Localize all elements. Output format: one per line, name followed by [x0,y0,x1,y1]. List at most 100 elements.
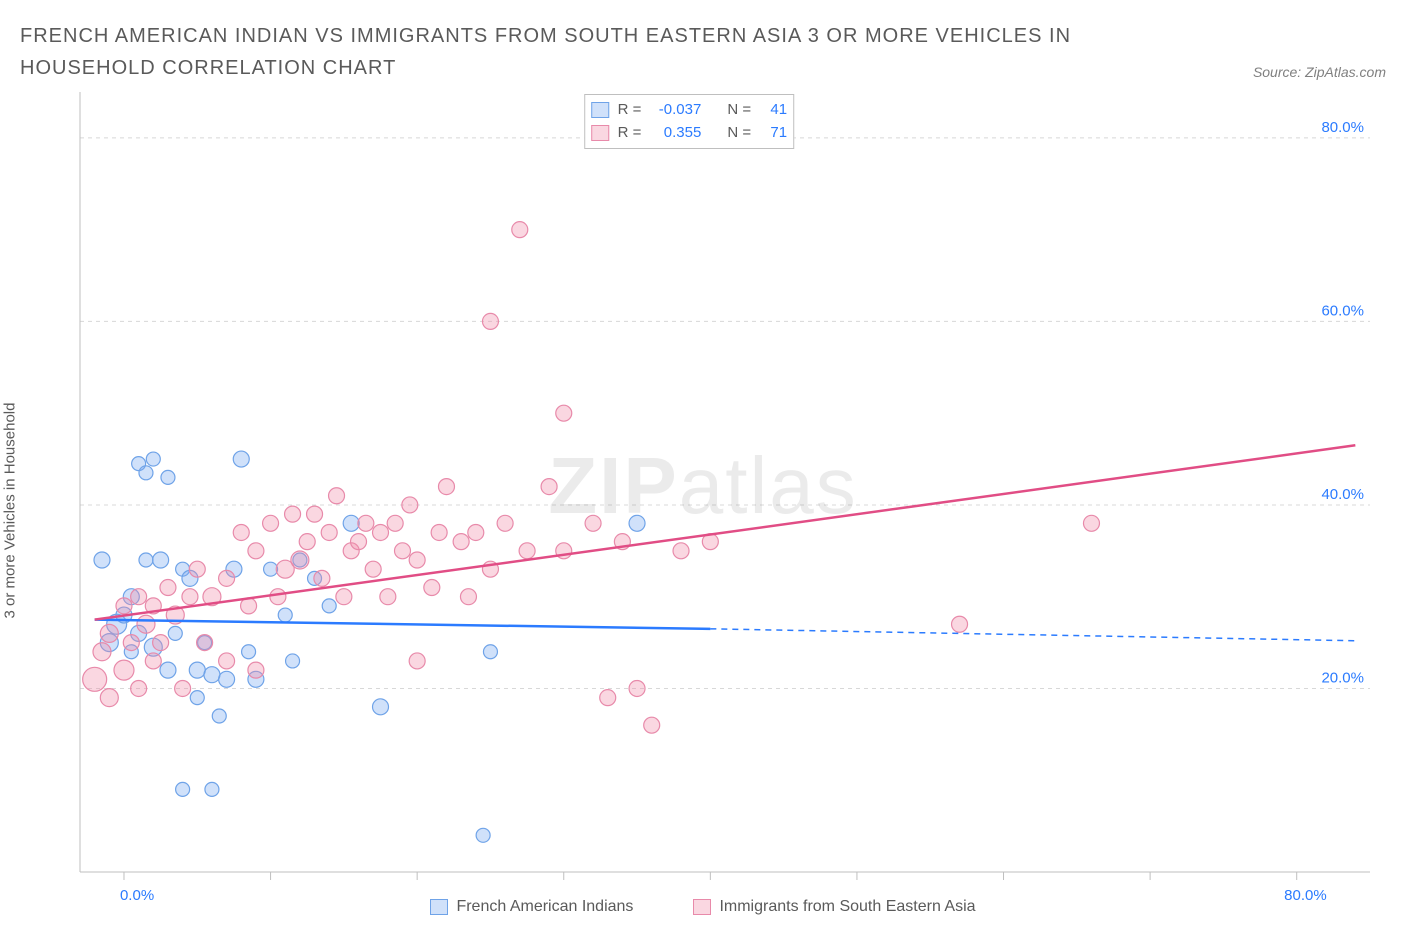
data-point [358,515,374,531]
stats-legend-row: R =0.355N =71 [592,122,788,145]
data-point [291,551,309,569]
data-point [263,515,279,531]
data-point [116,598,132,614]
data-point [512,222,528,238]
data-point [336,589,352,605]
data-point [329,488,345,504]
data-point [307,506,323,522]
data-point [131,680,147,696]
data-point [83,667,107,691]
data-point [1083,515,1099,531]
chart-header: FRENCH AMERICAN INDIAN VS IMMIGRANTS FRO… [20,20,1386,84]
data-point [460,589,476,605]
data-point [673,543,689,559]
data-point [145,653,161,669]
data-point [351,534,367,550]
data-point [314,570,330,586]
data-point [123,635,139,651]
chart-title: FRENCH AMERICAN INDIAN VS IMMIGRANTS FRO… [20,20,1140,84]
bottom-legend: French American Indians Immigrants from S… [20,898,1386,916]
data-point [182,589,198,605]
data-point [248,543,264,559]
data-point [373,699,389,715]
data-point [153,635,169,651]
data-point [189,561,205,577]
r-label: R = [618,99,642,122]
data-point [453,534,469,550]
data-point [373,524,389,540]
data-point [242,645,256,659]
data-point [431,524,447,540]
data-point [409,552,425,568]
stats-legend-row: R =-0.037N =41 [592,99,788,122]
data-point [219,653,235,669]
legend-swatch [430,899,448,915]
data-point [321,524,337,540]
data-point [190,691,204,705]
trend-line [95,620,711,629]
data-point [114,660,134,680]
data-point [286,654,300,668]
data-point [270,589,286,605]
n-label: N = [727,122,751,145]
data-point [402,497,418,513]
data-point [233,451,249,467]
y-tick-label: 20.0% [1321,669,1364,686]
data-point [365,561,381,577]
r-label: R = [618,122,642,145]
data-point [131,589,147,605]
data-point [644,717,660,733]
data-point [197,635,213,651]
data-point [438,479,454,495]
trend-line-extrapolated [710,629,1355,641]
data-point [322,599,336,613]
data-point [219,570,235,586]
data-point [219,671,235,687]
data-point [94,552,110,568]
data-point [248,662,264,678]
data-point [629,515,645,531]
y-axis-title: 3 or more Vehicles in Household [2,403,19,619]
data-point [424,580,440,596]
r-value: 0.355 [649,122,701,145]
n-value: 41 [759,99,787,122]
y-tick-label: 40.0% [1321,486,1364,503]
data-point [556,405,572,421]
legend-label: Immigrants from South Eastern Asia [719,898,975,916]
legend-label: French American Indians [456,898,633,916]
data-point [160,580,176,596]
data-point [629,680,645,696]
scatter-plot: 20.0%40.0%60.0%80.0%0.0%80.0% [20,92,1386,912]
data-point [139,553,153,567]
data-point [952,616,968,632]
data-point [483,645,497,659]
data-point [93,643,111,661]
data-point [541,479,557,495]
data-point [468,524,484,540]
bottom-legend-item: French American Indians [430,898,633,916]
legend-swatch [592,102,610,118]
data-point [482,313,498,329]
source-label: Source: ZipAtlas.com [1253,64,1386,80]
y-tick-label: 80.0% [1321,119,1364,136]
data-point [189,662,205,678]
data-point [161,470,175,484]
trend-line [95,445,1356,619]
data-point [160,662,176,678]
data-point [600,690,616,706]
stats-legend-box: R =-0.037N =41R =0.355N =71 [585,94,795,149]
data-point [168,626,182,640]
data-point [137,615,155,633]
data-point [476,828,490,842]
legend-swatch [592,125,610,141]
chart-container: 3 or more Vehicles in Household 20.0%40.… [20,92,1386,912]
data-point [100,624,118,642]
data-point [233,524,249,540]
data-point [212,709,226,723]
data-point [100,689,118,707]
n-label: N = [727,99,751,122]
data-point [146,452,160,466]
bottom-legend-item: Immigrants from South Eastern Asia [693,898,975,916]
y-tick-label: 60.0% [1321,302,1364,319]
data-point [585,515,601,531]
